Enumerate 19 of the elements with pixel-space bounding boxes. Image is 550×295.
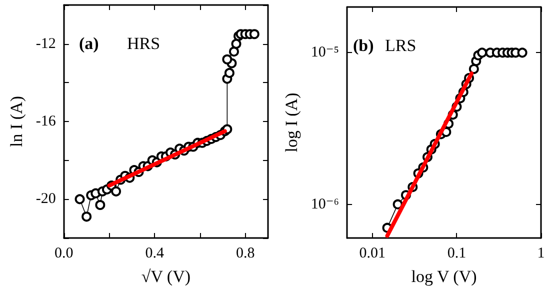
y-tick-label: -20 (36, 191, 56, 208)
y-tick-label: -16 (36, 114, 56, 130)
y-tick-label: 10⁻⁶ (310, 196, 340, 212)
text: (a) (79, 34, 99, 53)
text: LRS (385, 36, 416, 55)
x-tick-label: 0.01 (359, 246, 386, 262)
x-axis-title: √V (V) (141, 267, 191, 286)
x-tick-label: 0.1 (447, 246, 466, 262)
x-tick-label: 0.8 (236, 246, 255, 262)
y-axis-title: ln I (A) (7, 96, 26, 147)
y-tick-label: 10⁻⁵ (310, 44, 340, 61)
x-tick-label: 0.0 (54, 246, 74, 262)
x-tick-label: 0.4 (145, 246, 164, 262)
x-axis-title: log V (V) (411, 267, 477, 286)
y-tick-label: -12 (36, 36, 56, 52)
y-axis-title: log I (A) (282, 92, 301, 152)
x-tick-label: 1 (537, 246, 545, 262)
text: HRS (127, 34, 160, 53)
text: (b) (353, 36, 374, 55)
